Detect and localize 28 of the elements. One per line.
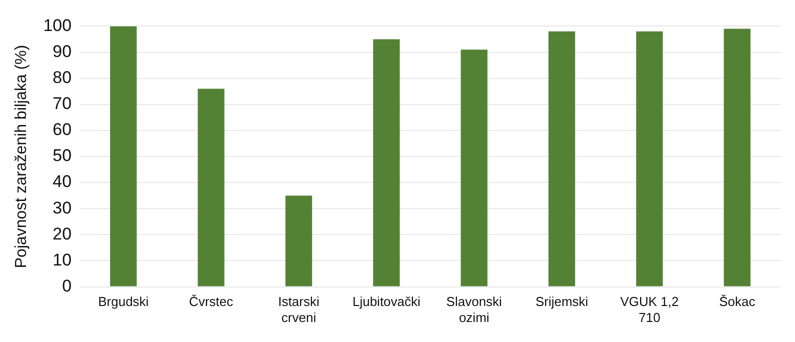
y-tick-label: 90 [52, 42, 72, 61]
y-tick-label: 40 [52, 172, 72, 192]
x-tick-label: Brgudski [98, 294, 149, 310]
bar [198, 88, 224, 286]
y-tick-label: 100 [43, 16, 72, 35]
y-tick-label: 30 [52, 198, 72, 218]
x-tick-label: Šokac [719, 294, 756, 310]
y-tick-label: 10 [52, 250, 72, 270]
bar [110, 26, 137, 286]
x-tick-label: VGUK 1,2 710 [620, 294, 679, 325]
x-tick-label: Slavonski ozimi [446, 294, 502, 325]
y-tick-label: 70 [52, 94, 72, 114]
bar [460, 50, 488, 286]
y-axis-title: Pojavnost zaraženih biljaka (%) [13, 44, 30, 268]
y-tick-label: 50 [52, 146, 72, 166]
bar [724, 28, 750, 286]
bar [285, 196, 312, 286]
y-tick-label: 20 [52, 224, 72, 244]
y-tick-label: 60 [52, 120, 72, 140]
bar [548, 31, 576, 286]
y-tick-label: 0 [62, 276, 72, 296]
bar [373, 39, 400, 286]
y-tick-label: 80 [52, 68, 72, 88]
x-tick-label: Istarski crveni [278, 294, 320, 325]
x-tick-label: Srijemski [535, 294, 588, 310]
bar [636, 31, 663, 286]
x-tick-label: Čvrstec [189, 294, 234, 310]
x-tick-label: Ljubitovački [352, 294, 421, 310]
